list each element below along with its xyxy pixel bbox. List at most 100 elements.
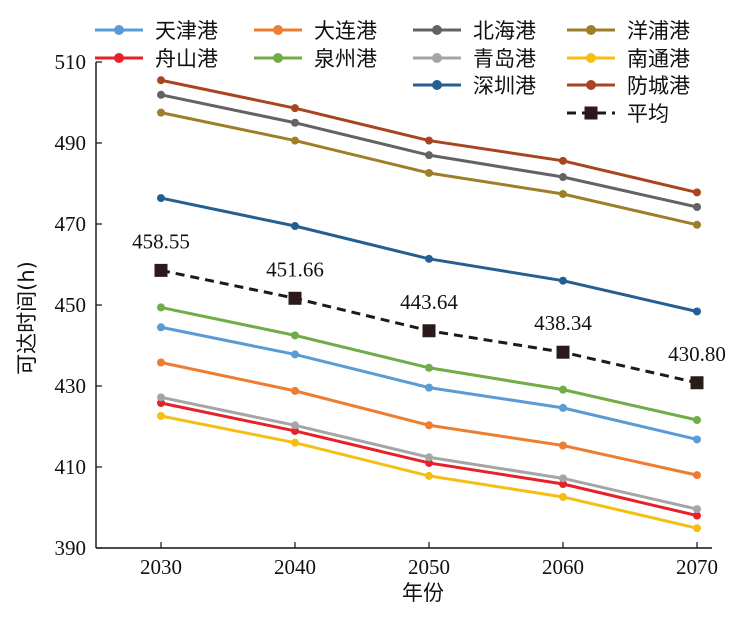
- data-point: [291, 386, 299, 395]
- data-point: [291, 104, 299, 113]
- legend-label: 北海港: [473, 19, 536, 43]
- data-point: [425, 254, 433, 263]
- data-point: [157, 303, 165, 312]
- data-point: [157, 194, 165, 203]
- data-point: [291, 350, 299, 359]
- series-舟山港: [157, 399, 701, 520]
- y-tick-label: 490: [55, 131, 87, 155]
- y-tick-label: 410: [55, 455, 87, 479]
- data-point: [291, 426, 299, 435]
- legend-swatch-marker: [586, 80, 596, 90]
- data-point: [157, 108, 165, 117]
- data-point: [693, 416, 701, 425]
- data-point: [559, 385, 567, 394]
- data-point: [559, 190, 567, 199]
- series-line: [160, 111, 698, 227]
- data-point: [157, 76, 165, 85]
- data-point: [157, 358, 165, 367]
- x-tick-label: 2060: [542, 555, 584, 579]
- legend-item-泉州港: 泉州港: [254, 47, 377, 71]
- data-point: [422, 324, 436, 338]
- x-tick-label: 2040: [274, 555, 316, 579]
- series-深圳港: [157, 194, 701, 316]
- x-tick-label: 2050: [408, 555, 450, 579]
- data-point: [288, 291, 302, 305]
- legend-swatch-marker: [586, 53, 596, 63]
- data-point: [693, 511, 701, 520]
- y-tick-label: 430: [55, 374, 87, 398]
- legend-swatch-marker: [114, 25, 124, 35]
- data-point: [559, 480, 567, 489]
- y-axis-title: 可达时间(h): [15, 261, 39, 375]
- data-point: [425, 471, 433, 480]
- legend-label: 防城港: [627, 74, 690, 98]
- legend-swatch-marker: [586, 25, 596, 35]
- y-tick-label: 510: [55, 50, 87, 74]
- data-point: [559, 441, 567, 450]
- legend-swatch-marker: [114, 53, 124, 63]
- data-point: [559, 492, 567, 501]
- legend-label: 舟山港: [155, 47, 218, 71]
- series-layer: [154, 76, 704, 533]
- legend-label: 深圳港: [473, 74, 536, 98]
- series-洋浦港: [157, 108, 701, 229]
- legend-item-平均: 平均: [567, 102, 669, 126]
- y-tick-label: 470: [55, 212, 87, 236]
- data-point: [157, 393, 165, 402]
- data-point: [425, 363, 433, 372]
- data-point: [690, 376, 704, 390]
- data-label: 430.80: [668, 342, 726, 366]
- y-tick-label: 390: [55, 536, 87, 560]
- legend-label: 南通港: [627, 47, 690, 71]
- legend-item-洋浦港: 洋浦港: [567, 19, 690, 43]
- legend-label: 洋浦港: [627, 19, 690, 43]
- data-point: [559, 276, 567, 285]
- axes: 390 410 430 450 470 490 510 2030 2040 2050 2060 207…: [55, 50, 719, 579]
- series-北海港: [157, 90, 701, 211]
- legend-label: 泉州港: [314, 47, 377, 71]
- data-label: 451.66: [266, 257, 324, 281]
- data-point: [425, 421, 433, 430]
- data-point: [154, 263, 168, 277]
- series-line: [160, 93, 698, 209]
- data-label: 438.34: [534, 311, 592, 335]
- legend-swatch-marker: [273, 25, 283, 35]
- legend-item-青岛港: 青岛港: [413, 47, 536, 71]
- data-point: [425, 453, 433, 462]
- series-南通港: [157, 411, 701, 533]
- series-泉州港: [157, 303, 701, 425]
- legend-swatch-marker: [432, 25, 442, 35]
- data-point: [157, 90, 165, 99]
- data-point: [425, 383, 433, 392]
- x-tick-label: 2030: [140, 555, 182, 579]
- data-point: [693, 435, 701, 444]
- data-point: [425, 458, 433, 467]
- series-天津港: [157, 323, 701, 444]
- data-point: [291, 118, 299, 127]
- data-point: [157, 411, 165, 420]
- legend-item-舟山港: 舟山港: [95, 47, 218, 71]
- data-point: [291, 136, 299, 145]
- data-point: [693, 505, 701, 514]
- data-point: [693, 307, 701, 316]
- series-青岛港: [157, 393, 701, 514]
- legend-swatch-marker: [432, 53, 442, 63]
- x-axis-title: 年份: [402, 581, 444, 605]
- series-大连港: [157, 358, 701, 480]
- legend-item-南通港: 南通港: [567, 47, 690, 71]
- legend-swatch-marker: [432, 80, 442, 90]
- data-point: [693, 471, 701, 480]
- data-point: [291, 421, 299, 430]
- data-point: [693, 202, 701, 211]
- data-point: [693, 188, 701, 197]
- data-label: 458.55: [132, 229, 190, 253]
- legend-item-大连港: 大连港: [254, 19, 377, 43]
- data-point: [559, 156, 567, 165]
- series-line: [160, 395, 698, 511]
- legend-swatch-marker: [584, 106, 598, 120]
- data-label: 443.64: [400, 290, 458, 314]
- legend-item-深圳港: 深圳港: [413, 74, 536, 98]
- data-point: [291, 222, 299, 231]
